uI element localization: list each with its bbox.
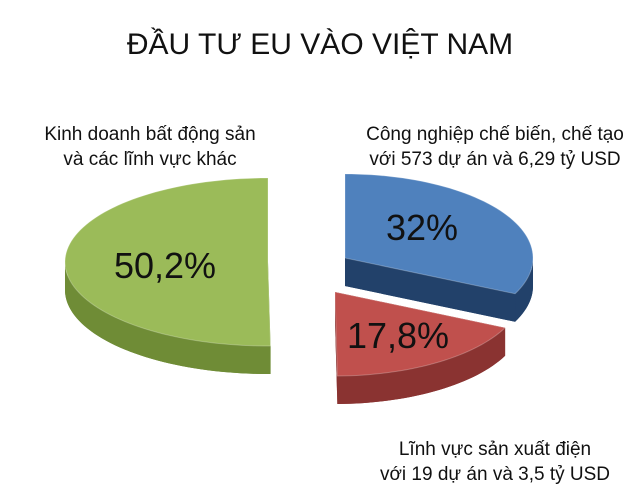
slice-value-label: 50,2% — [114, 245, 216, 286]
pie-slices — [64, 173, 534, 404]
slice-value-label: 32% — [386, 207, 458, 248]
slice-category-label: với 19 dự án và 3,5 tỷ USD — [380, 464, 610, 485]
slice-radial-face — [345, 258, 516, 322]
slice-side — [515, 258, 533, 322]
slice-category-label: và các lĩnh vực khác — [63, 149, 236, 170]
slice-radial-face — [335, 292, 338, 404]
pie-slice — [344, 173, 534, 322]
pie-slice — [64, 177, 272, 374]
slice-value-label: 17,8% — [347, 315, 449, 356]
slice-category-label: Công nghiệp chế biến, chế tạo — [366, 124, 624, 145]
chart-title: ĐẦU TƯ EU VÀO VIỆT NAM — [127, 27, 513, 61]
pie-labels: 32% Công nghiệp chế biến, chế tạo với 573 … — [44, 124, 624, 485]
slice-category-label: với 573 dự án và 6,29 tỷ USD — [369, 149, 620, 170]
slice-top — [334, 291, 507, 377]
slice-side — [337, 327, 506, 404]
slice-top — [64, 177, 272, 347]
slice-top — [344, 173, 534, 295]
slice-category-label: Kinh doanh bất động sản — [44, 124, 255, 145]
slice-side — [65, 262, 271, 374]
pie-slice — [334, 291, 507, 404]
slice-category-label: Lĩnh vực sản xuất điện — [399, 439, 591, 460]
